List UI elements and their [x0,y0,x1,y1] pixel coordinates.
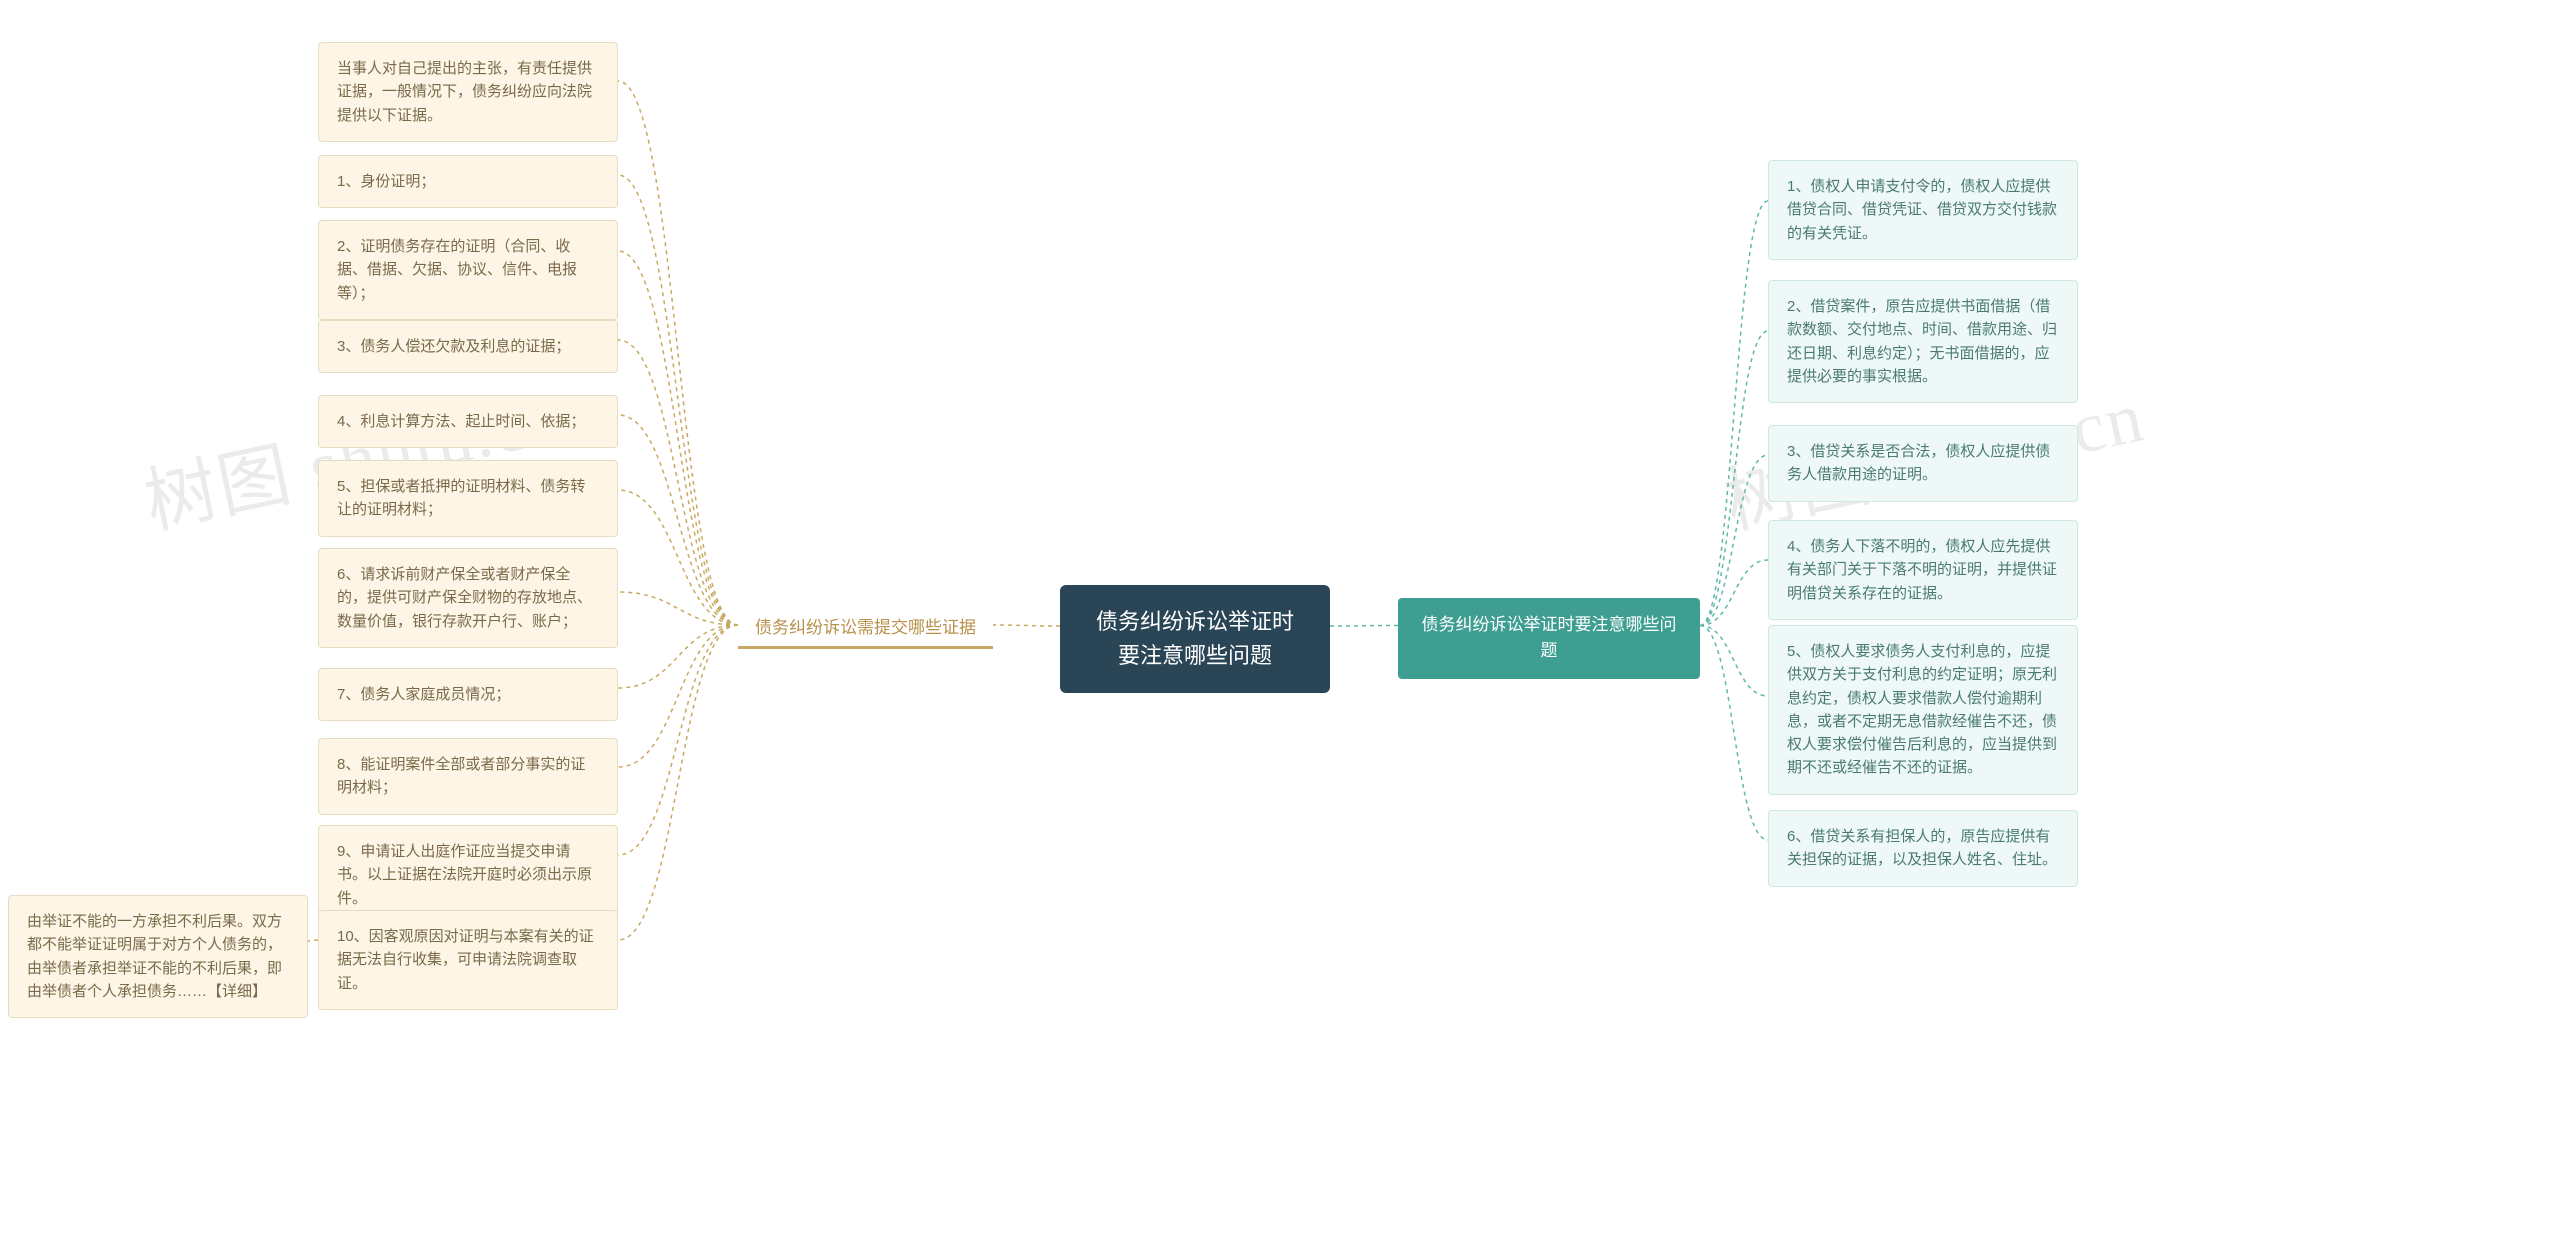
far-left-leaf: 由举证不能的一方承担不利后果。双方都不能举证证明属于对方个人债务的，由举债者承担… [8,895,308,1018]
right-leaf: 1、债权人申请支付令的，债权人应提供借贷合同、借贷凭证、借贷双方交付钱款的有关凭… [1768,160,2078,260]
left-leaf: 5、担保或者抵押的证明材料、债务转让的证明材料； [318,460,618,537]
left-leaf: 4、利息计算方法、起止时间、依据； [318,395,618,448]
right-leaf: 5、债权人要求债务人支付利息的，应提供双方关于支付利息的约定证明；原无利息约定，… [1768,625,2078,795]
right-leaf: 4、债务人下落不明的，债权人应先提供有关部门关于下落不明的证明，并提供证明借贷关… [1768,520,2078,620]
left-leaf: 7、债务人家庭成员情况； [318,668,618,721]
root-node: 债务纠纷诉讼举证时要注意哪些问题 [1060,585,1330,693]
left-leaf: 1、身份证明； [318,155,618,208]
right-leaf: 6、借贷关系有担保人的，原告应提供有关担保的证据，以及担保人姓名、住址。 [1768,810,2078,887]
left-leaf: 2、证明债务存在的证明（合同、收据、借据、欠据、协议、信件、电报等）； [318,220,618,320]
right-leaf: 2、借贷案件，原告应提供书面借据（借款数额、交付地点、时间、借款用途、归还日期、… [1768,280,2078,403]
branch-left: 债务纠纷诉讼需提交哪些证据 [738,605,993,651]
left-leaf: 10、因客观原因对证明与本案有关的证据无法自行收集，可申请法院调查取证。 [318,910,618,1010]
left-leaf: 3、债务人偿还欠款及利息的证据； [318,320,618,373]
branch-right: 债务纠纷诉讼举证时要注意哪些问题 [1398,598,1700,679]
left-leaf: 6、请求诉前财产保全或者财产保全的，提供可财产保全财物的存放地点、数量价值，银行… [318,548,618,648]
right-leaf: 3、借贷关系是否合法，债权人应提供债务人借款用途的证明。 [1768,425,2078,502]
left-leaf: 当事人对自己提出的主张，有责任提供证据，一般情况下，债务纠纷应向法院提供以下证据… [318,42,618,142]
left-leaf: 8、能证明案件全部或者部分事实的证明材料； [318,738,618,815]
